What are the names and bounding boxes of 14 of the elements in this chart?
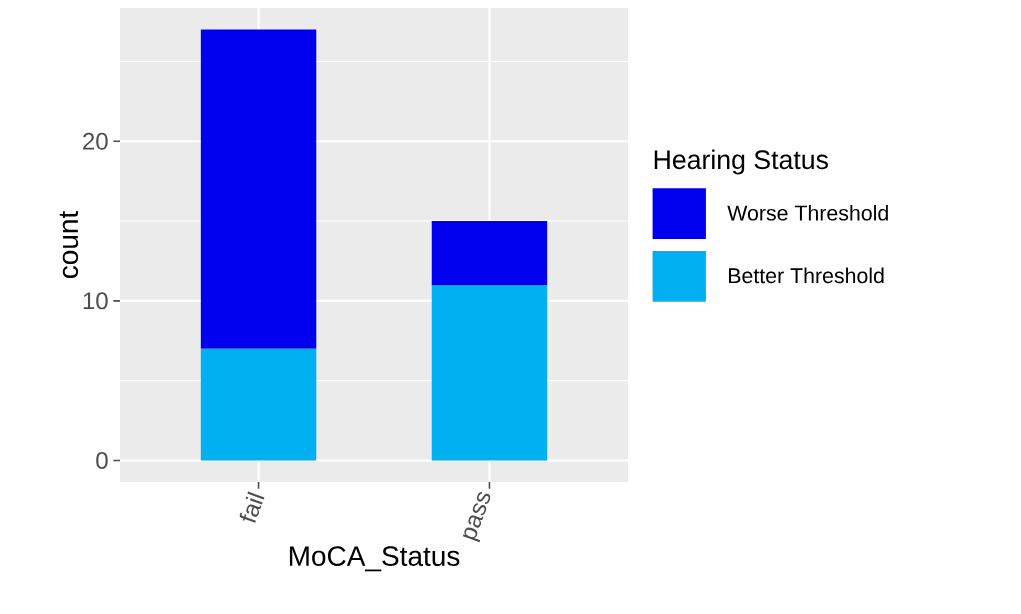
bar bbox=[200, 348, 317, 461]
y-tick-label: 0 bbox=[96, 451, 108, 469]
x-axis-title: MoCA_Status bbox=[289, 546, 460, 572]
legend-title: Hearing Status bbox=[654, 149, 828, 175]
y-tick-label: 20 bbox=[83, 132, 108, 150]
bar bbox=[431, 284, 548, 461]
legend-label: Better Threshold bbox=[729, 267, 884, 284]
bar bbox=[431, 221, 548, 285]
x-tick-label: pass bbox=[462, 492, 491, 543]
bar bbox=[200, 29, 317, 349]
x-tick-label: fail bbox=[239, 491, 265, 523]
y-axis-title: count bbox=[59, 210, 79, 279]
y-tick-label: 10 bbox=[83, 292, 108, 310]
legend-label: Worse Threshold bbox=[727, 204, 888, 221]
